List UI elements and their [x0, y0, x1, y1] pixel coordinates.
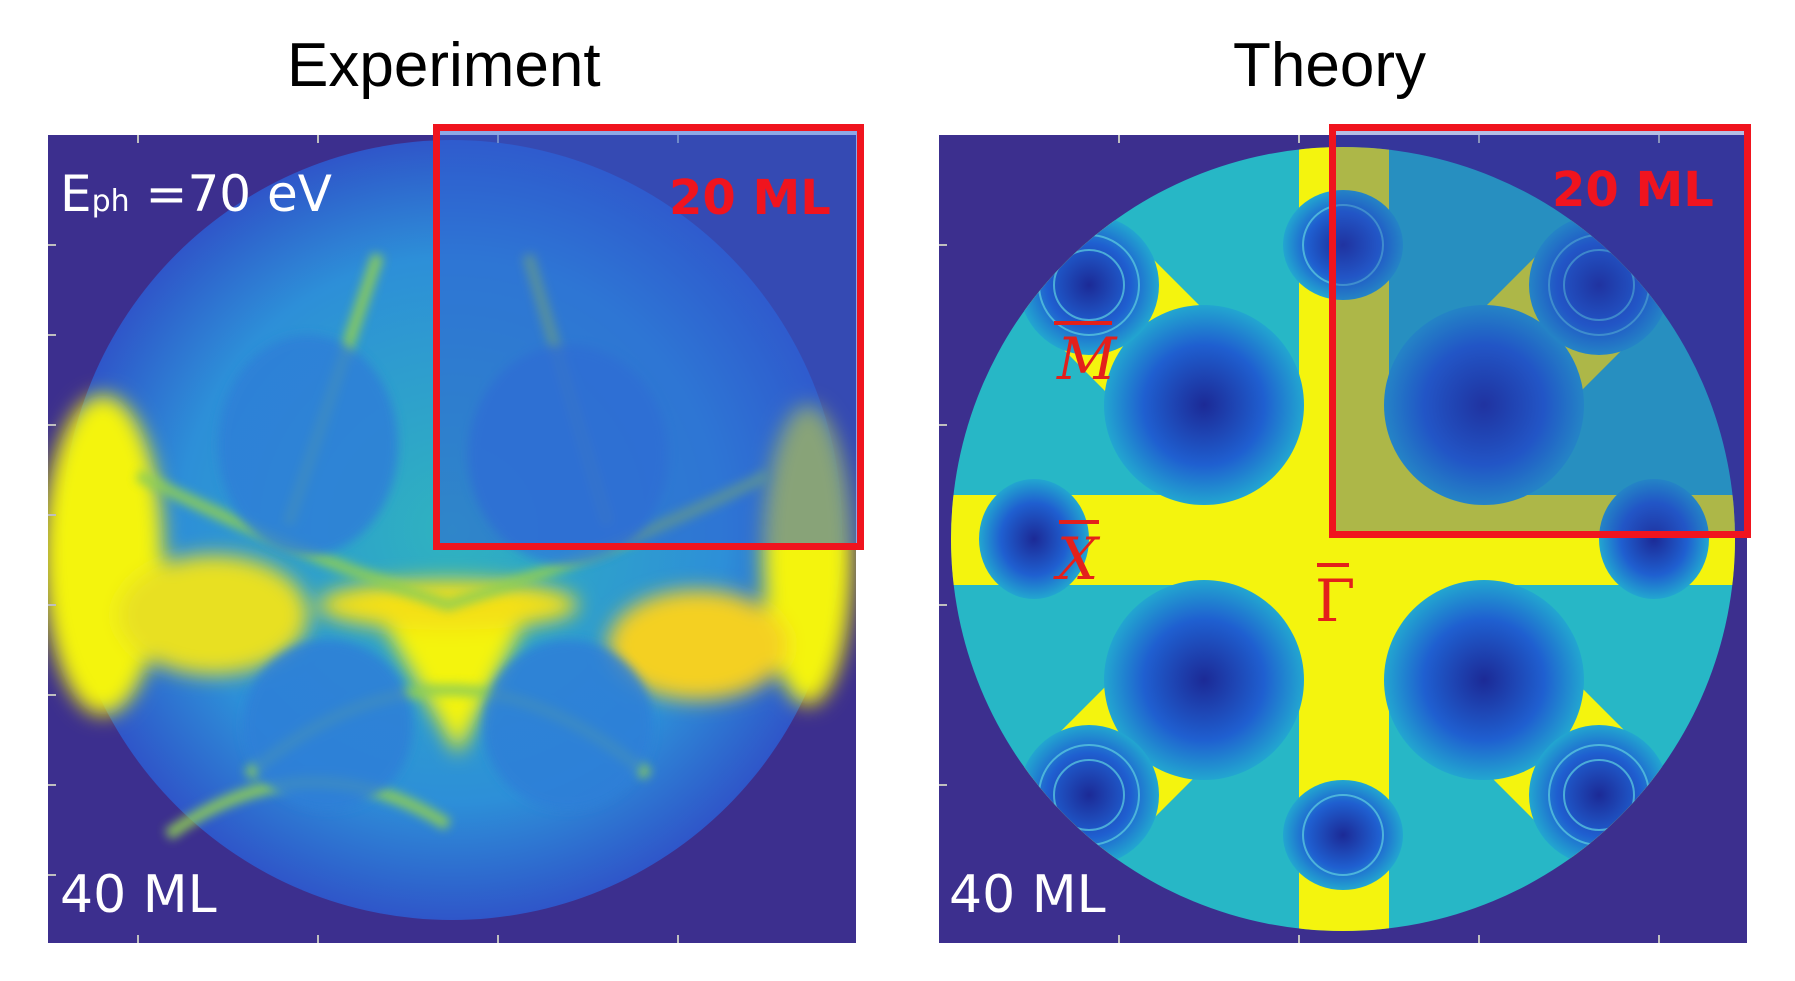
- gamma-point-label: Γ: [1315, 567, 1356, 635]
- m-point-bar: [1054, 321, 1112, 325]
- x-point-bar: [1059, 520, 1099, 524]
- experiment-thickness-label: 40 ML: [60, 865, 217, 925]
- theory-inset-label: 20 ML: [1552, 162, 1714, 218]
- experiment-inset-box: [433, 124, 864, 550]
- experiment-inset-label: 20 ML: [669, 170, 831, 226]
- theory-image: M X Γ 40 ML: [939, 135, 1747, 943]
- theory-inset-box: [1329, 124, 1751, 538]
- theory-thickness-label: 40 ML: [949, 865, 1106, 925]
- photon-energy-subscript: ph: [91, 184, 130, 219]
- experiment-title: Experiment: [287, 31, 601, 100]
- photon-energy-value: =70 eV: [129, 165, 332, 223]
- x-point-label: X: [1057, 525, 1099, 593]
- m-point-label: M: [1057, 325, 1117, 393]
- theory-map: [939, 135, 1735, 943]
- photon-energy-label: Eph =70 eV: [60, 165, 332, 223]
- photon-energy-symbol: E: [60, 165, 92, 223]
- theory-title: Theory: [1233, 31, 1426, 100]
- gamma-point-bar: [1317, 563, 1349, 567]
